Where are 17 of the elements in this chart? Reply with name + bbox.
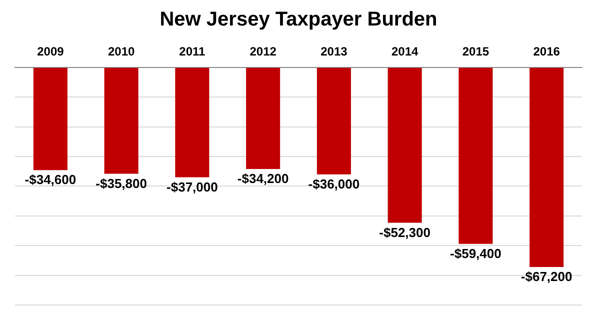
x-tick-label: 2014 [391,44,418,59]
data-label: -$34,600 [24,172,76,188]
data-label: -$67,200 [520,269,572,284]
data-label: -$52,300 [379,224,430,240]
chart-title: New Jersey Taxpayer Burden [160,8,438,31]
x-tick-label: 2011 [179,44,206,59]
data-label: -$35,800 [96,176,147,191]
x-tick-label: 2013 [320,44,348,59]
data-label: -$37,000 [166,179,218,194]
x-tick-label: 2015 [462,44,490,59]
x-tick-label: 2009 [37,44,64,59]
data-label: -$34,200 [237,171,289,186]
x-tick-label: 2016 [533,44,560,59]
data-label: -$59,400 [450,246,502,261]
data-label: -$36,000 [308,176,360,192]
x-tick-label: 2012 [250,44,277,59]
x-tick-label: 2010 [108,44,135,59]
